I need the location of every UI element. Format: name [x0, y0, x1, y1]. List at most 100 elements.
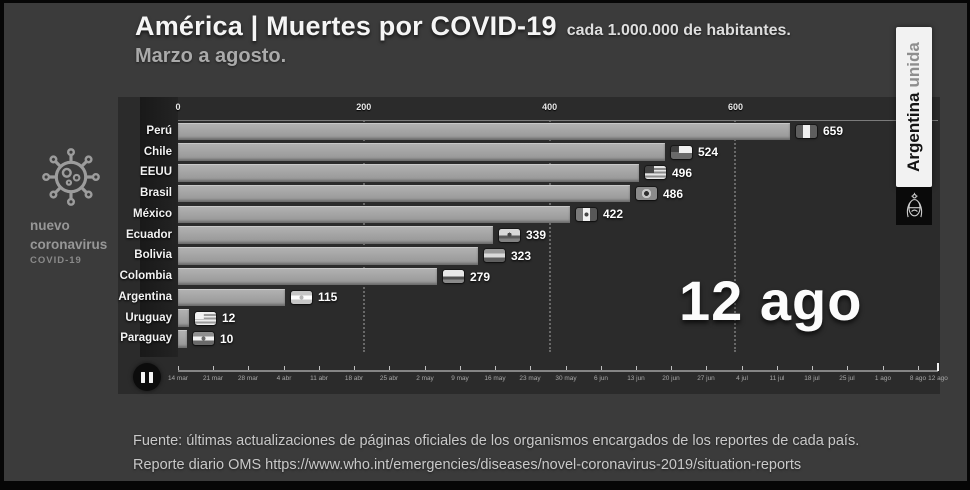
logo-text-line3: COVID-19: [30, 255, 82, 266]
argentina-unida-banner: Argentina unida: [896, 27, 932, 187]
timeline-line: [178, 370, 938, 372]
timeline-date-label: 6 jun: [593, 375, 608, 382]
timeline-tick: [671, 366, 673, 370]
timeline-date-label: 1 ago: [874, 375, 891, 382]
timeline-tick: [459, 366, 461, 370]
header: América | Muertes por COVID-19 cada 1.00…: [135, 11, 791, 68]
timeline-date-label: 8 ago: [909, 375, 926, 382]
bar-row: Bolivia 323: [0, 247, 970, 265]
timeline-date-label: 12 ago: [928, 375, 948, 382]
bar-value: 496: [672, 165, 693, 180]
chile-flag-icon: [671, 145, 692, 159]
country-label: EEUU: [140, 166, 172, 179]
timeline-date-label: 13 jun: [627, 375, 645, 382]
timeline-date-label: 2 may: [415, 375, 434, 382]
country-label: Uruguay: [125, 311, 172, 324]
country-label: Brasil: [140, 187, 172, 199]
bar-value: 524: [698, 145, 719, 159]
bar: [178, 288, 285, 306]
timeline-tick: [389, 366, 391, 370]
bar: [178, 247, 478, 265]
bar-value: 422: [603, 207, 624, 222]
paraguay-flag-icon: [193, 332, 214, 346]
country-label: Bolivia: [134, 249, 172, 262]
bar-value: 486: [663, 186, 684, 201]
timeline-tick: [354, 366, 356, 370]
uruguay-flag-icon: [195, 311, 216, 325]
timeline-date-label: 20 jun: [662, 375, 681, 382]
frame-edge-right: [967, 0, 970, 490]
bar: [178, 330, 187, 348]
argentina-coat-of-arms-icon: [906, 192, 922, 218]
bar-value: 115: [318, 290, 338, 305]
gridline: [734, 120, 737, 352]
bar-row: Brasil 486: [0, 184, 970, 203]
banner-text-light: unida: [904, 42, 923, 88]
bar-value: 323: [511, 248, 532, 263]
country-label: México: [133, 207, 172, 220]
timeline-tick: [424, 366, 426, 370]
bar-value: 339: [526, 228, 547, 242]
eeuu-flag-icon: [645, 166, 666, 180]
timeline-date-label: 18 abr: [345, 375, 364, 382]
country-label: Paraguay: [120, 332, 172, 345]
brasil-flag-icon: [636, 187, 657, 200]
timeline-position-marker: [937, 363, 939, 371]
timeline-tick: [178, 366, 179, 370]
bar-value: 12: [222, 311, 236, 325]
bar-row: Perú 659: [0, 122, 970, 140]
timeline-tick: [882, 366, 884, 370]
timeline-date-label: 16 may: [484, 375, 506, 382]
ecuador-flag-icon: [499, 228, 520, 242]
axis-tick-label: 200: [356, 102, 372, 112]
timeline-date-label: 27 jun: [697, 375, 716, 382]
bar: [178, 309, 189, 327]
bolivia-flag-icon: [484, 249, 505, 263]
timeline-tick: [812, 366, 814, 370]
timeline-date-label: 28 mar: [238, 375, 259, 382]
timeline-date-label: 11 jul: [769, 375, 785, 382]
pause-button[interactable]: [133, 363, 161, 391]
country-label: Argentina: [118, 290, 172, 303]
frame-edge-left: [0, 0, 4, 490]
axis-tick-label: 400: [542, 102, 558, 112]
timeline-date-label: 30 may: [554, 375, 577, 382]
bar-row: Chile 524: [0, 143, 970, 161]
peru-flag-icon: [796, 124, 817, 138]
country-label: Colombia: [119, 270, 172, 282]
frame-edge-bottom: [0, 481, 970, 490]
pause-icon: [141, 371, 145, 383]
timeline-tick: [847, 366, 849, 370]
page-title: América | Muertes por COVID-19: [135, 11, 557, 41]
colombia-flag-icon: [443, 270, 464, 283]
bar-row: Ecuador 339: [0, 226, 970, 244]
subtitle: Marzo a agosto.: [135, 45, 287, 67]
timeline-tick: [318, 366, 320, 370]
timeline-date-label: 14 mar: [167, 375, 189, 382]
bar: [178, 122, 790, 140]
frame-edge-top: [0, 0, 970, 3]
timeline-tick: [248, 366, 250, 370]
timeline-date-label: 18 jul: [804, 375, 820, 382]
timeline-date-label: 21 mar: [203, 375, 224, 382]
bar: [178, 267, 437, 286]
timeline-tick: [636, 366, 637, 370]
timeline-date-label: 11 abr: [310, 375, 328, 382]
bar-value: 279: [470, 269, 491, 284]
argentina-flag-icon: [291, 290, 312, 304]
timeline-tick: [565, 366, 567, 370]
bar: [178, 164, 639, 182]
bar-value: 10: [220, 331, 234, 346]
timeline-tick: [530, 366, 532, 370]
bar-row: Colombia 279: [0, 267, 970, 286]
bar-row: Paraguay 10: [0, 330, 970, 348]
mexico-flag-icon: [576, 207, 597, 221]
timeline-tick: [706, 366, 708, 370]
bar-row: EEUU 496: [0, 164, 970, 182]
timeline-date-label: 23 may: [519, 375, 541, 382]
bar-value: 659: [823, 124, 844, 139]
coat-of-arms-box: [896, 187, 932, 225]
timeline-date-label: 9 may: [451, 375, 469, 382]
bar-row: Uruguay 12: [0, 309, 970, 327]
